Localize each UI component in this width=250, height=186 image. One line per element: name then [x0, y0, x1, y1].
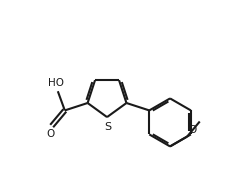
Text: S: S	[104, 122, 111, 132]
Text: O: O	[46, 129, 55, 139]
Text: O: O	[188, 125, 196, 135]
Text: HO: HO	[48, 78, 63, 89]
